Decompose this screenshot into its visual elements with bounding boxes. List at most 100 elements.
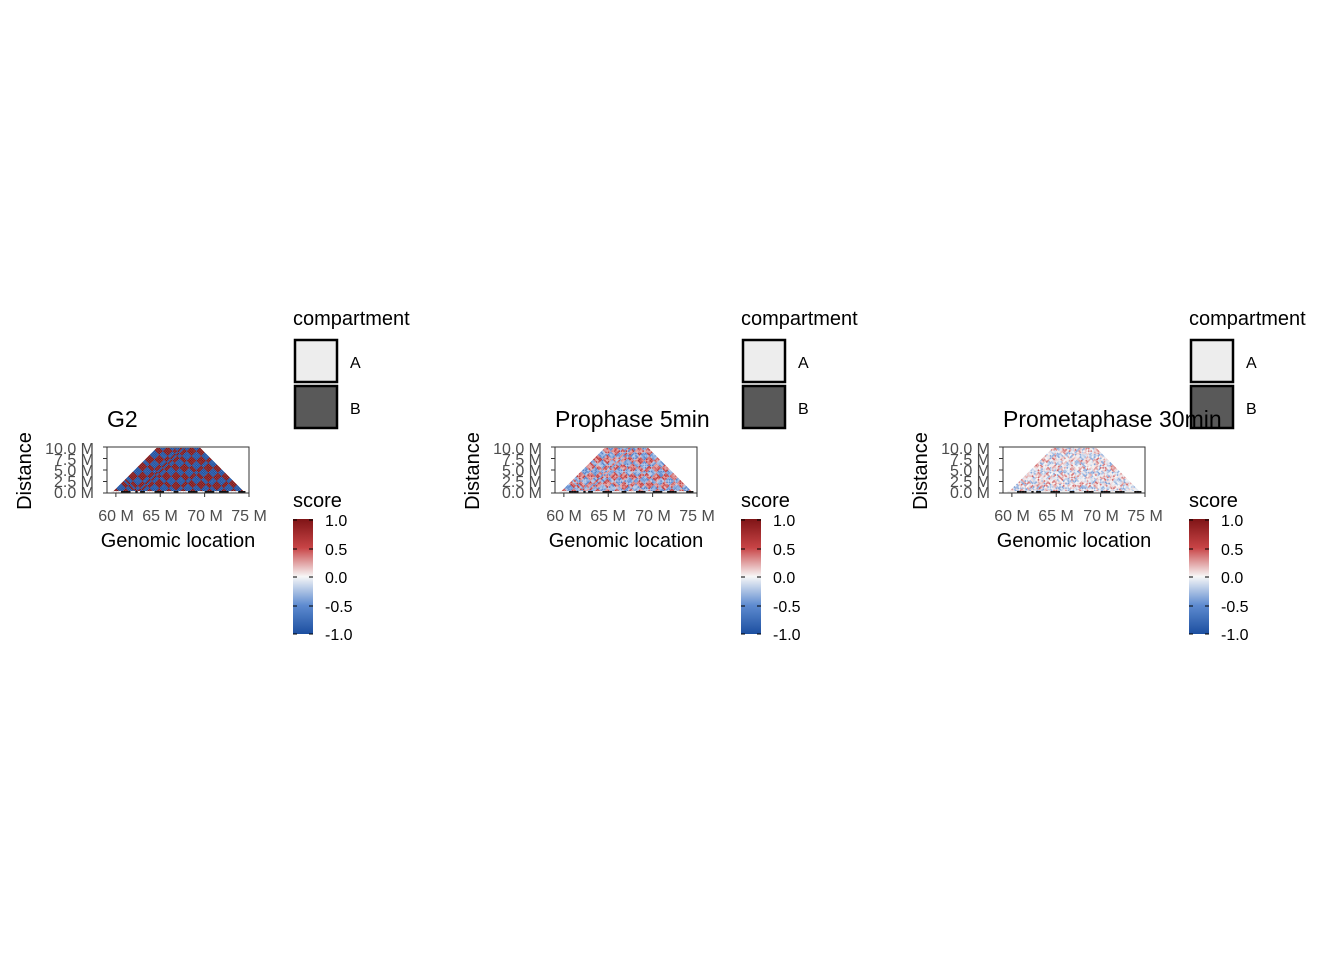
heatmap-cell [208, 476, 211, 479]
compartment-segment [113, 491, 117, 493]
heatmap-cell [220, 488, 223, 491]
heatmap-cell [131, 476, 135, 479]
heatmap-cell [176, 477, 179, 480]
heatmap-cell [1030, 473, 1033, 477]
heatmap-cell [191, 454, 194, 458]
compartment-segment [1112, 491, 1116, 493]
heatmap-cell [182, 485, 185, 489]
heatmap-cell [1093, 472, 1096, 476]
heatmap-cell [1097, 488, 1100, 491]
heatmap-cell [677, 488, 681, 491]
heatmap-cell [1051, 476, 1055, 479]
heatmap-cell [1081, 463, 1085, 466]
heatmap-cell [579, 473, 583, 477]
heatmap-cell [1073, 476, 1076, 479]
heatmap-cell [582, 481, 585, 484]
heatmap-cell [173, 463, 177, 466]
heatmap-cell [226, 482, 229, 485]
heatmap-cell [1092, 466, 1095, 470]
heatmap-cell [1039, 488, 1043, 491]
compartment-segment [588, 491, 591, 493]
heatmap-cell [643, 472, 646, 476]
heatmap-cell [1072, 463, 1075, 466]
heatmap-cell [667, 477, 670, 480]
heatmap-cell [646, 469, 650, 472]
heatmap-cell [1067, 458, 1070, 461]
heatmap-cell [1032, 483, 1035, 486]
compartment-segment [1088, 491, 1092, 493]
heatmap-cell [1062, 451, 1065, 454]
heatmap-cell [199, 448, 203, 452]
compartment-segment [156, 491, 160, 493]
heatmap-cell [160, 461, 163, 465]
heatmap-cell [595, 477, 598, 480]
heatmap-cell [653, 485, 657, 489]
heatmap-cell [637, 454, 640, 458]
heatmap-cell [650, 455, 653, 459]
heatmap-cell [616, 475, 620, 478]
heatmap-cell [608, 488, 611, 491]
heatmap-cell [663, 483, 666, 486]
heatmap-cell [1038, 479, 1041, 483]
heatmap-cell [1075, 466, 1079, 470]
heatmap-cell [1058, 483, 1062, 486]
heatmap-cell [1086, 472, 1089, 476]
x-tick-label: 70 M [187, 508, 223, 525]
heatmap-cell [1055, 482, 1058, 485]
heatmap-cell [667, 475, 670, 478]
heatmap-cell [1087, 483, 1090, 486]
heatmap-cell [606, 473, 609, 477]
heatmap-cell [1021, 484, 1025, 488]
heatmap-cell [1100, 472, 1104, 476]
heatmap-cell [665, 469, 669, 472]
heatmap-cell [626, 458, 629, 461]
heatmap-cell [633, 487, 637, 490]
heatmap-cell [621, 463, 625, 466]
heatmap-cell [650, 451, 653, 454]
heatmap-cell [612, 444, 614, 446]
heatmap-cell [661, 485, 664, 489]
heatmap-cell [160, 481, 163, 484]
heatmap-cell [636, 467, 639, 471]
heatmap-cell [636, 444, 638, 446]
heatmap-cell [136, 478, 139, 482]
heatmap-cell [576, 487, 579, 490]
heatmap-cell [601, 457, 604, 460]
heatmap-cell [1021, 479, 1025, 483]
heatmap-cell [646, 454, 650, 458]
heatmap-cell [1063, 473, 1067, 477]
heatmap-cell [1063, 464, 1067, 467]
heatmap-cell [1058, 473, 1062, 477]
heatmap-cell [571, 479, 574, 483]
heatmap-cell [650, 467, 653, 471]
heatmap-cell [645, 470, 648, 473]
heatmap-cell [1111, 464, 1114, 467]
heatmap-cell [618, 471, 621, 474]
heatmap-cell [636, 448, 639, 452]
heatmap-cell [1030, 478, 1033, 482]
heatmap-cell [604, 482, 608, 485]
compartment-segment [192, 491, 196, 493]
heatmap-cell [1058, 488, 1062, 491]
heatmap-cell [1103, 482, 1106, 485]
heatmap-cell [1119, 475, 1123, 478]
compartment-segment [592, 491, 596, 493]
heatmap-cell [171, 467, 174, 471]
heatmap-cell [1118, 481, 1122, 484]
heatmap-cell [155, 464, 159, 467]
heatmap-cell [1034, 481, 1038, 484]
heatmap-cell [641, 444, 643, 446]
heatmap-cell [1078, 464, 1081, 467]
heatmap-cell [1075, 481, 1079, 484]
colorbar-tick-label: 0.5 [1221, 542, 1243, 559]
heatmap-cell [602, 470, 605, 473]
heatmap-cell [215, 488, 218, 491]
heatmap-cell [1079, 467, 1082, 471]
heatmap-cell [129, 478, 132, 482]
heatmap-cell [223, 482, 227, 485]
heatmap-cell [1106, 473, 1110, 477]
heatmap-cell [650, 472, 653, 476]
compartment-segment [640, 491, 644, 493]
heatmap-cell [1040, 472, 1044, 476]
heatmap-cell [1129, 487, 1132, 490]
